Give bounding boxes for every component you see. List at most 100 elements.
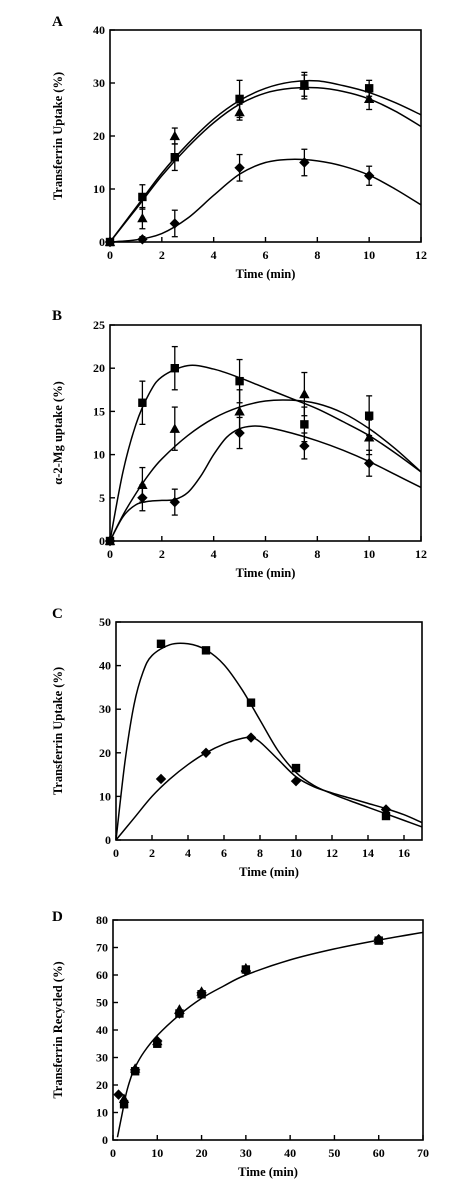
x-tick-label: 10 bbox=[363, 248, 375, 262]
panel-letter: D bbox=[52, 909, 63, 925]
series-2-point bbox=[137, 212, 148, 223]
series-2-point bbox=[245, 732, 257, 743]
series-1-point bbox=[201, 646, 211, 655]
x-tick-label: 10 bbox=[290, 846, 302, 860]
y-tick-label: 15 bbox=[93, 404, 105, 418]
y-tick-label: 10 bbox=[96, 1106, 108, 1120]
y-tick-label: 40 bbox=[96, 1023, 108, 1037]
panel-c: C 0 2 4 6 8 10 12 14 16 0 10 20 30 40 50 Time (min) Trans… bbox=[51, 606, 423, 879]
y-tick-label: 20 bbox=[93, 361, 105, 375]
x-axis-label: Time (min) bbox=[236, 566, 296, 580]
series-1-point bbox=[170, 153, 179, 162]
series-3-curve bbox=[109, 425, 422, 542]
y-tick-label: 80 bbox=[96, 913, 108, 927]
series-3-point bbox=[113, 1089, 124, 1100]
series-1-point bbox=[246, 698, 256, 707]
series-3-point bbox=[169, 496, 180, 508]
panel-letter: A bbox=[52, 14, 63, 30]
x-tick-label: 8 bbox=[314, 248, 320, 262]
y-tick-label: 10 bbox=[99, 789, 111, 803]
y-tick-label: 10 bbox=[93, 182, 105, 196]
series-1-point bbox=[138, 192, 147, 202]
x-tick-label: 12 bbox=[415, 248, 427, 262]
y-tick-label: 0 bbox=[99, 534, 105, 548]
series-3-curve bbox=[109, 158, 422, 243]
x-tick-label: 0 bbox=[113, 846, 119, 860]
y-tick-label: 0 bbox=[99, 235, 105, 249]
x-tick-label: 30 bbox=[240, 1146, 252, 1160]
x-tick-label: 6 bbox=[263, 248, 269, 262]
x-tick-label: 8 bbox=[257, 846, 263, 860]
series-2-point bbox=[299, 80, 310, 90]
plot-frame bbox=[112, 919, 424, 1141]
x-axis-label: Time (min) bbox=[238, 1165, 298, 1179]
series-1-point bbox=[291, 763, 301, 773]
x-tick-label: 10 bbox=[151, 1146, 163, 1160]
x-tick-label: 2 bbox=[159, 547, 165, 561]
series-3-point bbox=[137, 492, 148, 503]
series-2-point bbox=[118, 1093, 130, 1103]
series-3-point bbox=[299, 440, 310, 452]
series-2-point bbox=[290, 775, 302, 787]
x-axis-label: Time (min) bbox=[236, 267, 296, 281]
series-2-point bbox=[299, 388, 310, 399]
x-tick-label: 6 bbox=[263, 547, 269, 561]
series-1-point bbox=[138, 398, 147, 407]
panel-b: B 0 2 4 6 8 10 12 0 5 10 15 20 25 Time (min) α-2-Mg upt… bbox=[51, 308, 427, 580]
x-tick-label: 70 bbox=[417, 1146, 429, 1160]
x-tick-label: 0 bbox=[110, 1146, 116, 1160]
series-2-curve bbox=[109, 86, 422, 243]
series-3-point bbox=[234, 162, 245, 173]
y-tick-label: 60 bbox=[96, 968, 108, 982]
x-axis-label: Time (min) bbox=[239, 865, 299, 879]
y-tick-label: 50 bbox=[96, 996, 108, 1010]
series-1-point bbox=[119, 1100, 129, 1109]
series-1-point bbox=[156, 639, 166, 648]
series-2-point bbox=[234, 406, 245, 416]
series-2-curve bbox=[115, 736, 423, 841]
y-axis-label: Transferrin Recycled (%) bbox=[51, 961, 65, 1098]
panel-a: A 0 2 4 6 8 10 12 0 10 20 30 40 Time (min) Transferrin… bbox=[51, 14, 427, 281]
plot-frame bbox=[109, 29, 422, 243]
y-axis-label: Transferrin Uptake (%) bbox=[51, 72, 65, 200]
y-tick-label: 0 bbox=[105, 833, 111, 847]
y-tick-label: 20 bbox=[99, 746, 111, 760]
series-2-point bbox=[363, 432, 375, 442]
series-3-point bbox=[363, 458, 375, 469]
series-3-point bbox=[373, 934, 384, 945]
y-axis-label: α-2-Mg uptake (%) bbox=[51, 381, 65, 485]
series-3-point bbox=[234, 427, 245, 439]
x-tick-label: 10 bbox=[363, 547, 375, 561]
x-tick-label: 8 bbox=[314, 547, 320, 561]
x-tick-label: 50 bbox=[328, 1146, 340, 1160]
series-2-point bbox=[155, 773, 167, 785]
series-1-point bbox=[170, 364, 179, 373]
series-3-point bbox=[137, 234, 148, 245]
x-tick-label: 4 bbox=[211, 547, 217, 561]
x-tick-label: 14 bbox=[362, 846, 374, 860]
x-tick-label: 2 bbox=[159, 248, 165, 262]
y-tick-label: 20 bbox=[96, 1078, 108, 1092]
y-tick-label: 40 bbox=[93, 23, 105, 37]
series-1-curve bbox=[115, 642, 423, 841]
y-tick-label: 10 bbox=[93, 448, 105, 462]
series-2-point bbox=[169, 130, 180, 141]
plot-frame bbox=[115, 621, 423, 841]
x-tick-label: 4 bbox=[185, 846, 191, 860]
y-tick-label: 30 bbox=[93, 76, 105, 90]
series-2-point bbox=[363, 93, 375, 104]
series-2-curve bbox=[109, 399, 422, 542]
series-3-point bbox=[299, 157, 310, 168]
series-3-point bbox=[129, 1064, 141, 1076]
y-tick-label: 70 bbox=[96, 941, 108, 955]
panel-letter: B bbox=[52, 308, 62, 324]
series-3-point bbox=[104, 236, 116, 248]
series-1-curve bbox=[109, 79, 422, 243]
series-3-point bbox=[152, 1035, 163, 1047]
y-tick-label: 30 bbox=[99, 702, 111, 716]
x-tick-label: 12 bbox=[326, 846, 338, 860]
series-1-curve bbox=[109, 364, 422, 542]
x-tick-label: 16 bbox=[398, 846, 410, 860]
y-tick-label: 30 bbox=[96, 1051, 108, 1065]
